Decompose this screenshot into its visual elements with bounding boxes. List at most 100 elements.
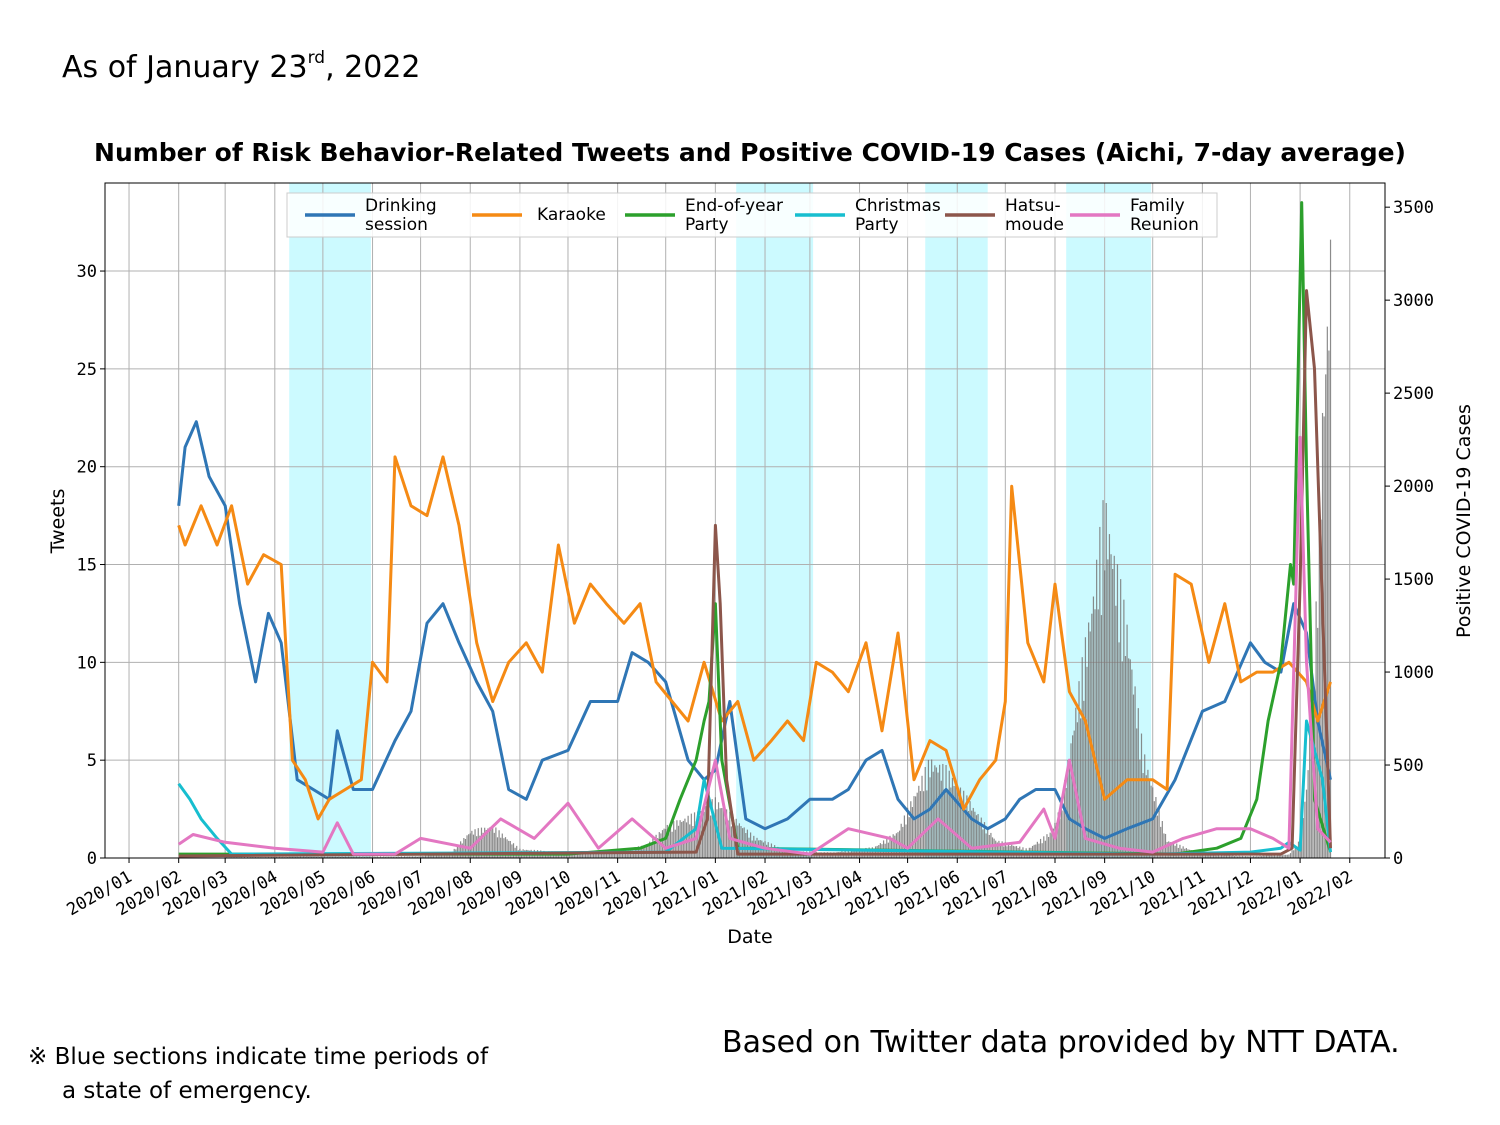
- case-bar: [915, 796, 917, 858]
- case-bar: [1128, 658, 1130, 858]
- case-bar: [1099, 526, 1101, 858]
- case-bar: [652, 838, 654, 858]
- case-bar: [593, 852, 595, 858]
- as-of-year: , 2022: [325, 50, 421, 85]
- case-bar: [1204, 854, 1207, 858]
- y-tick-label-5: 25: [77, 360, 97, 380]
- case-bar: [1171, 843, 1173, 858]
- case-bar: [1220, 855, 1223, 858]
- tweet-lines: [177, 201, 1332, 858]
- case-bar: [607, 852, 609, 858]
- case-bar: [296, 856, 298, 858]
- case-bar: [708, 802, 710, 858]
- case-bar: [456, 845, 459, 858]
- case-bar: [610, 852, 612, 858]
- case-bar: [394, 856, 396, 858]
- case-bar: [725, 809, 728, 858]
- case-bar: [679, 820, 681, 858]
- case-bar: [1329, 239, 1332, 858]
- case-bar: [580, 853, 582, 858]
- case-bar: [1251, 856, 1253, 858]
- case-bar: [335, 856, 337, 858]
- case-bar: [581, 852, 583, 858]
- y2-tick-label-0: 0: [1393, 849, 1403, 869]
- plot-frame: [104, 182, 1386, 859]
- case-bar: [1116, 564, 1119, 858]
- case-bar: [1310, 734, 1312, 858]
- case-bar: [261, 856, 263, 858]
- y2-tick-label-4: 2000: [1393, 477, 1434, 497]
- case-bar: [492, 825, 494, 858]
- case-bar: [264, 856, 266, 858]
- case-bar: [1113, 555, 1115, 858]
- case-bar: [1121, 661, 1123, 858]
- case-bar: [495, 827, 497, 858]
- case-bar: [434, 855, 436, 858]
- case-bar: [934, 765, 936, 858]
- case-bar: [916, 792, 918, 858]
- case-bar: [958, 794, 960, 858]
- case-bar: [1145, 775, 1147, 858]
- case-bar: [349, 856, 351, 858]
- case-bar: [267, 856, 270, 858]
- case-bar: [1277, 854, 1279, 858]
- case-bar: [1070, 743, 1072, 858]
- case-bar: [1052, 828, 1054, 858]
- case-bar: [1168, 841, 1170, 858]
- case-bar: [405, 856, 407, 858]
- case-bar: [328, 856, 330, 858]
- case-bar: [250, 856, 252, 858]
- case-bar: [1209, 854, 1211, 858]
- case-bar: [1200, 853, 1202, 858]
- case-bar: [325, 856, 327, 858]
- case-bar: [1078, 681, 1080, 858]
- case-bar: [410, 856, 412, 858]
- case-bar: [703, 811, 705, 858]
- case-bar: [1307, 770, 1309, 858]
- case-bar: [381, 856, 383, 858]
- case-bar: [1049, 832, 1051, 858]
- case-bar: [295, 856, 297, 858]
- case-bar: [1281, 855, 1284, 858]
- case-bar: [1233, 856, 1236, 858]
- case-bar: [1235, 855, 1237, 858]
- case-bar: [1081, 657, 1083, 858]
- case-bar: [298, 856, 300, 858]
- case-bar: [1272, 855, 1274, 858]
- case-bar: [436, 854, 438, 858]
- x-axis-ticks: 2020/012020/022020/032020/042020/052020/…: [63, 858, 1356, 920]
- case-bar: [1004, 842, 1006, 858]
- case-bar: [961, 803, 963, 858]
- case-bar: [774, 845, 776, 858]
- case-bar: [612, 853, 614, 858]
- case-bar: [1286, 854, 1288, 858]
- case-bar: [1136, 728, 1138, 858]
- case-bar: [594, 854, 596, 858]
- case-bar: [897, 832, 899, 858]
- case-bar: [1051, 833, 1053, 858]
- case-bar: [719, 808, 721, 858]
- series-line-1: [177, 455, 1332, 821]
- case-bar: [1080, 718, 1082, 858]
- case-bar: [1283, 854, 1285, 858]
- case-bar: [386, 856, 388, 858]
- case-bar: [442, 853, 444, 858]
- case-bar: [615, 853, 617, 858]
- as-of-prefix: As of January 23: [62, 50, 308, 85]
- case-bar: [1134, 686, 1136, 858]
- case-bar: [411, 856, 414, 858]
- case-bar: [504, 837, 507, 858]
- case-bar: [359, 856, 361, 858]
- case-bar: [591, 853, 593, 858]
- case-bar: [576, 853, 579, 858]
- case-bar: [698, 816, 700, 858]
- case-bar: [623, 851, 625, 858]
- case-bar: [982, 829, 984, 858]
- case-bar: [910, 801, 912, 858]
- case-bar: [1072, 735, 1074, 858]
- case-bar: [1289, 853, 1292, 858]
- case-bar: [1062, 810, 1064, 858]
- case-bar: [1076, 722, 1079, 858]
- case-bar: [1039, 838, 1042, 858]
- case-bar: [1325, 374, 1327, 858]
